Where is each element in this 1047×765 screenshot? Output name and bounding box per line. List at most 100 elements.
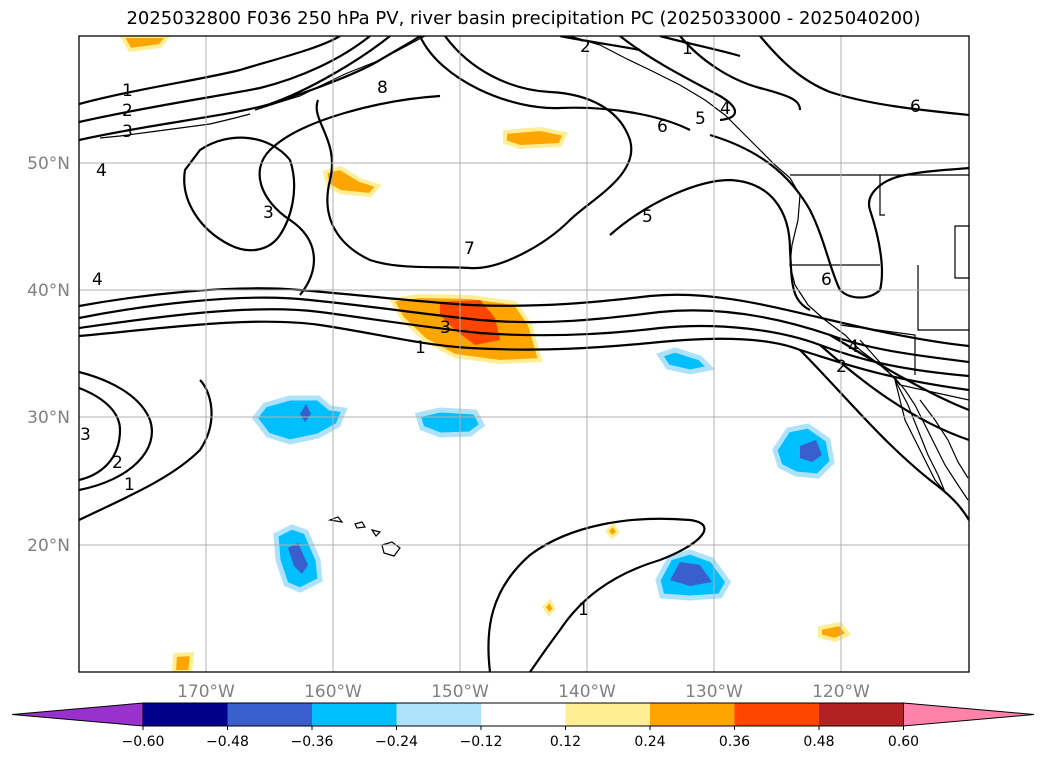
positive-anomaly-dot2 <box>604 522 621 540</box>
pv-contour-6-ne <box>759 36 969 117</box>
lon-label: 170°W <box>177 682 235 702</box>
colorbar-label: 0.12 <box>550 734 581 750</box>
coastlines <box>99 36 969 557</box>
positive-anomaly-south <box>171 651 195 672</box>
gridlines <box>79 36 969 672</box>
longitude-labels: 170°W 160°W 150°W 140°W 130°W 120°W <box>177 682 870 702</box>
negative-core-se <box>670 562 712 586</box>
latitude-labels: 50°N 40°N 30°N 20°N <box>27 154 70 556</box>
precip-shading <box>119 36 852 672</box>
positive-anomaly-nw <box>322 165 382 198</box>
map-frame <box>78 35 970 673</box>
pv-contour-5-east <box>609 178 811 311</box>
contour-label: 3 <box>440 318 451 338</box>
pv-contour-2-top <box>559 36 641 52</box>
pv-contour-3-sw <box>79 370 153 492</box>
colorbar-label: −0.24 <box>375 734 418 750</box>
pv-contours <box>79 36 969 672</box>
colorbar-swatch <box>396 703 482 726</box>
colorbar-label: 0.48 <box>803 734 834 750</box>
contour-label: 2 <box>836 357 847 377</box>
colorbar-swatch <box>143 703 228 726</box>
positive-anomaly-north <box>503 126 568 150</box>
colorbar-swatch <box>312 703 397 726</box>
pv-contour-1-south <box>487 517 706 672</box>
pv-contour-3-west <box>183 136 296 252</box>
contour-label: 4 <box>96 161 107 181</box>
negative-core-east <box>800 440 822 462</box>
pv-contour-2-sw <box>79 386 122 482</box>
contour-label: 1 <box>578 600 589 620</box>
lon-label: 120°W <box>812 682 870 702</box>
contour-label: 7 <box>464 239 475 259</box>
pv-contour-1-coast <box>799 349 969 521</box>
colorbar-extend-low <box>11 702 144 727</box>
lon-label: 130°W <box>685 682 743 702</box>
lat-label: 50°N <box>27 154 70 174</box>
negative-core-sw <box>288 543 308 574</box>
contour-label: 6 <box>657 117 668 137</box>
pv-contour-6-coast <box>709 133 969 299</box>
pv-contour-1-jet <box>79 320 969 392</box>
pv-contour-8 <box>269 36 421 106</box>
contour-label: 4 <box>92 270 103 290</box>
pv-contour-1-sw <box>79 379 213 521</box>
contour-label: 3 <box>263 203 274 223</box>
colorbar-label: −0.48 <box>206 734 249 750</box>
lon-label: 140°W <box>558 682 616 702</box>
pv-contour-7 <box>315 36 633 270</box>
negative-anomaly-east-small <box>656 347 716 375</box>
lat-label: 40°N <box>27 281 70 301</box>
colorbar-swatch <box>481 703 566 726</box>
contour-label: 6 <box>910 97 921 117</box>
colorbar-swatch <box>734 703 820 726</box>
colorbar-swatch <box>819 703 904 726</box>
colorbar-label: −0.36 <box>291 734 334 750</box>
colorbar-label: 0.24 <box>634 734 665 750</box>
contour-label: 3 <box>80 425 91 445</box>
pv-contour-2-north <box>79 36 371 124</box>
negative-anomaly-central <box>414 407 486 438</box>
pv-contour-5-central <box>258 94 441 296</box>
contour-label: 1 <box>122 81 133 101</box>
contour-label: 1 <box>682 39 693 59</box>
pv-contour-5-canada <box>679 36 802 111</box>
contour-label: 6 <box>821 270 832 290</box>
colorbar-label: 0.36 <box>719 734 750 750</box>
colorbar-outline <box>142 702 904 727</box>
colorbar-label: −0.60 <box>122 734 165 750</box>
colorbar-label: −0.12 <box>460 734 503 750</box>
pv-contour-1-top <box>659 36 741 58</box>
colorbar-swatch <box>565 703 651 726</box>
contour-label: 2 <box>112 453 123 473</box>
lat-label: 30°N <box>27 408 70 428</box>
colorbar-extend-high <box>903 702 1035 727</box>
map-title: 2025032800 F036 250 hPa PV, river basin … <box>126 8 921 29</box>
pv-contour-4-canada <box>619 36 737 122</box>
colorbar-swatch <box>227 703 313 726</box>
pv-contour-2-coast <box>819 344 969 442</box>
lat-label: 20°N <box>27 536 70 556</box>
pv-contour-1-north <box>79 36 341 106</box>
lon-label: 150°W <box>431 682 489 702</box>
colorbar-swatch <box>650 703 735 726</box>
contour-label: 2 <box>122 101 133 121</box>
positive-anomaly-top <box>119 36 171 53</box>
positive-anomaly-se <box>818 621 852 643</box>
positive-anomaly-dot1 <box>542 598 556 617</box>
contour-labels: 1 2 3 4 3 8 7 5 6 6 6 2 1 4 5 4 3 1 4 2 … <box>80 37 921 620</box>
contour-label: 3 <box>122 122 133 142</box>
colorbar-label: 0.60 <box>888 734 919 750</box>
pv-contour-4-jet <box>79 287 969 348</box>
pv-contour-6-central <box>418 36 691 131</box>
negative-anomaly-west <box>251 395 348 445</box>
lon-label: 160°W <box>304 682 362 702</box>
pv-contour-3-north <box>79 36 391 142</box>
contour-label: 5 <box>642 207 653 227</box>
colorbar: −0.60 −0.48 −0.36 −0.24 −0.12 0.12 0.24 0.36 0.4… <box>11 702 1035 750</box>
contour-label: 1 <box>124 475 135 495</box>
contour-label: 2 <box>580 37 591 57</box>
pv-contour-4-coast <box>829 334 969 412</box>
contour-label: 8 <box>377 78 388 98</box>
